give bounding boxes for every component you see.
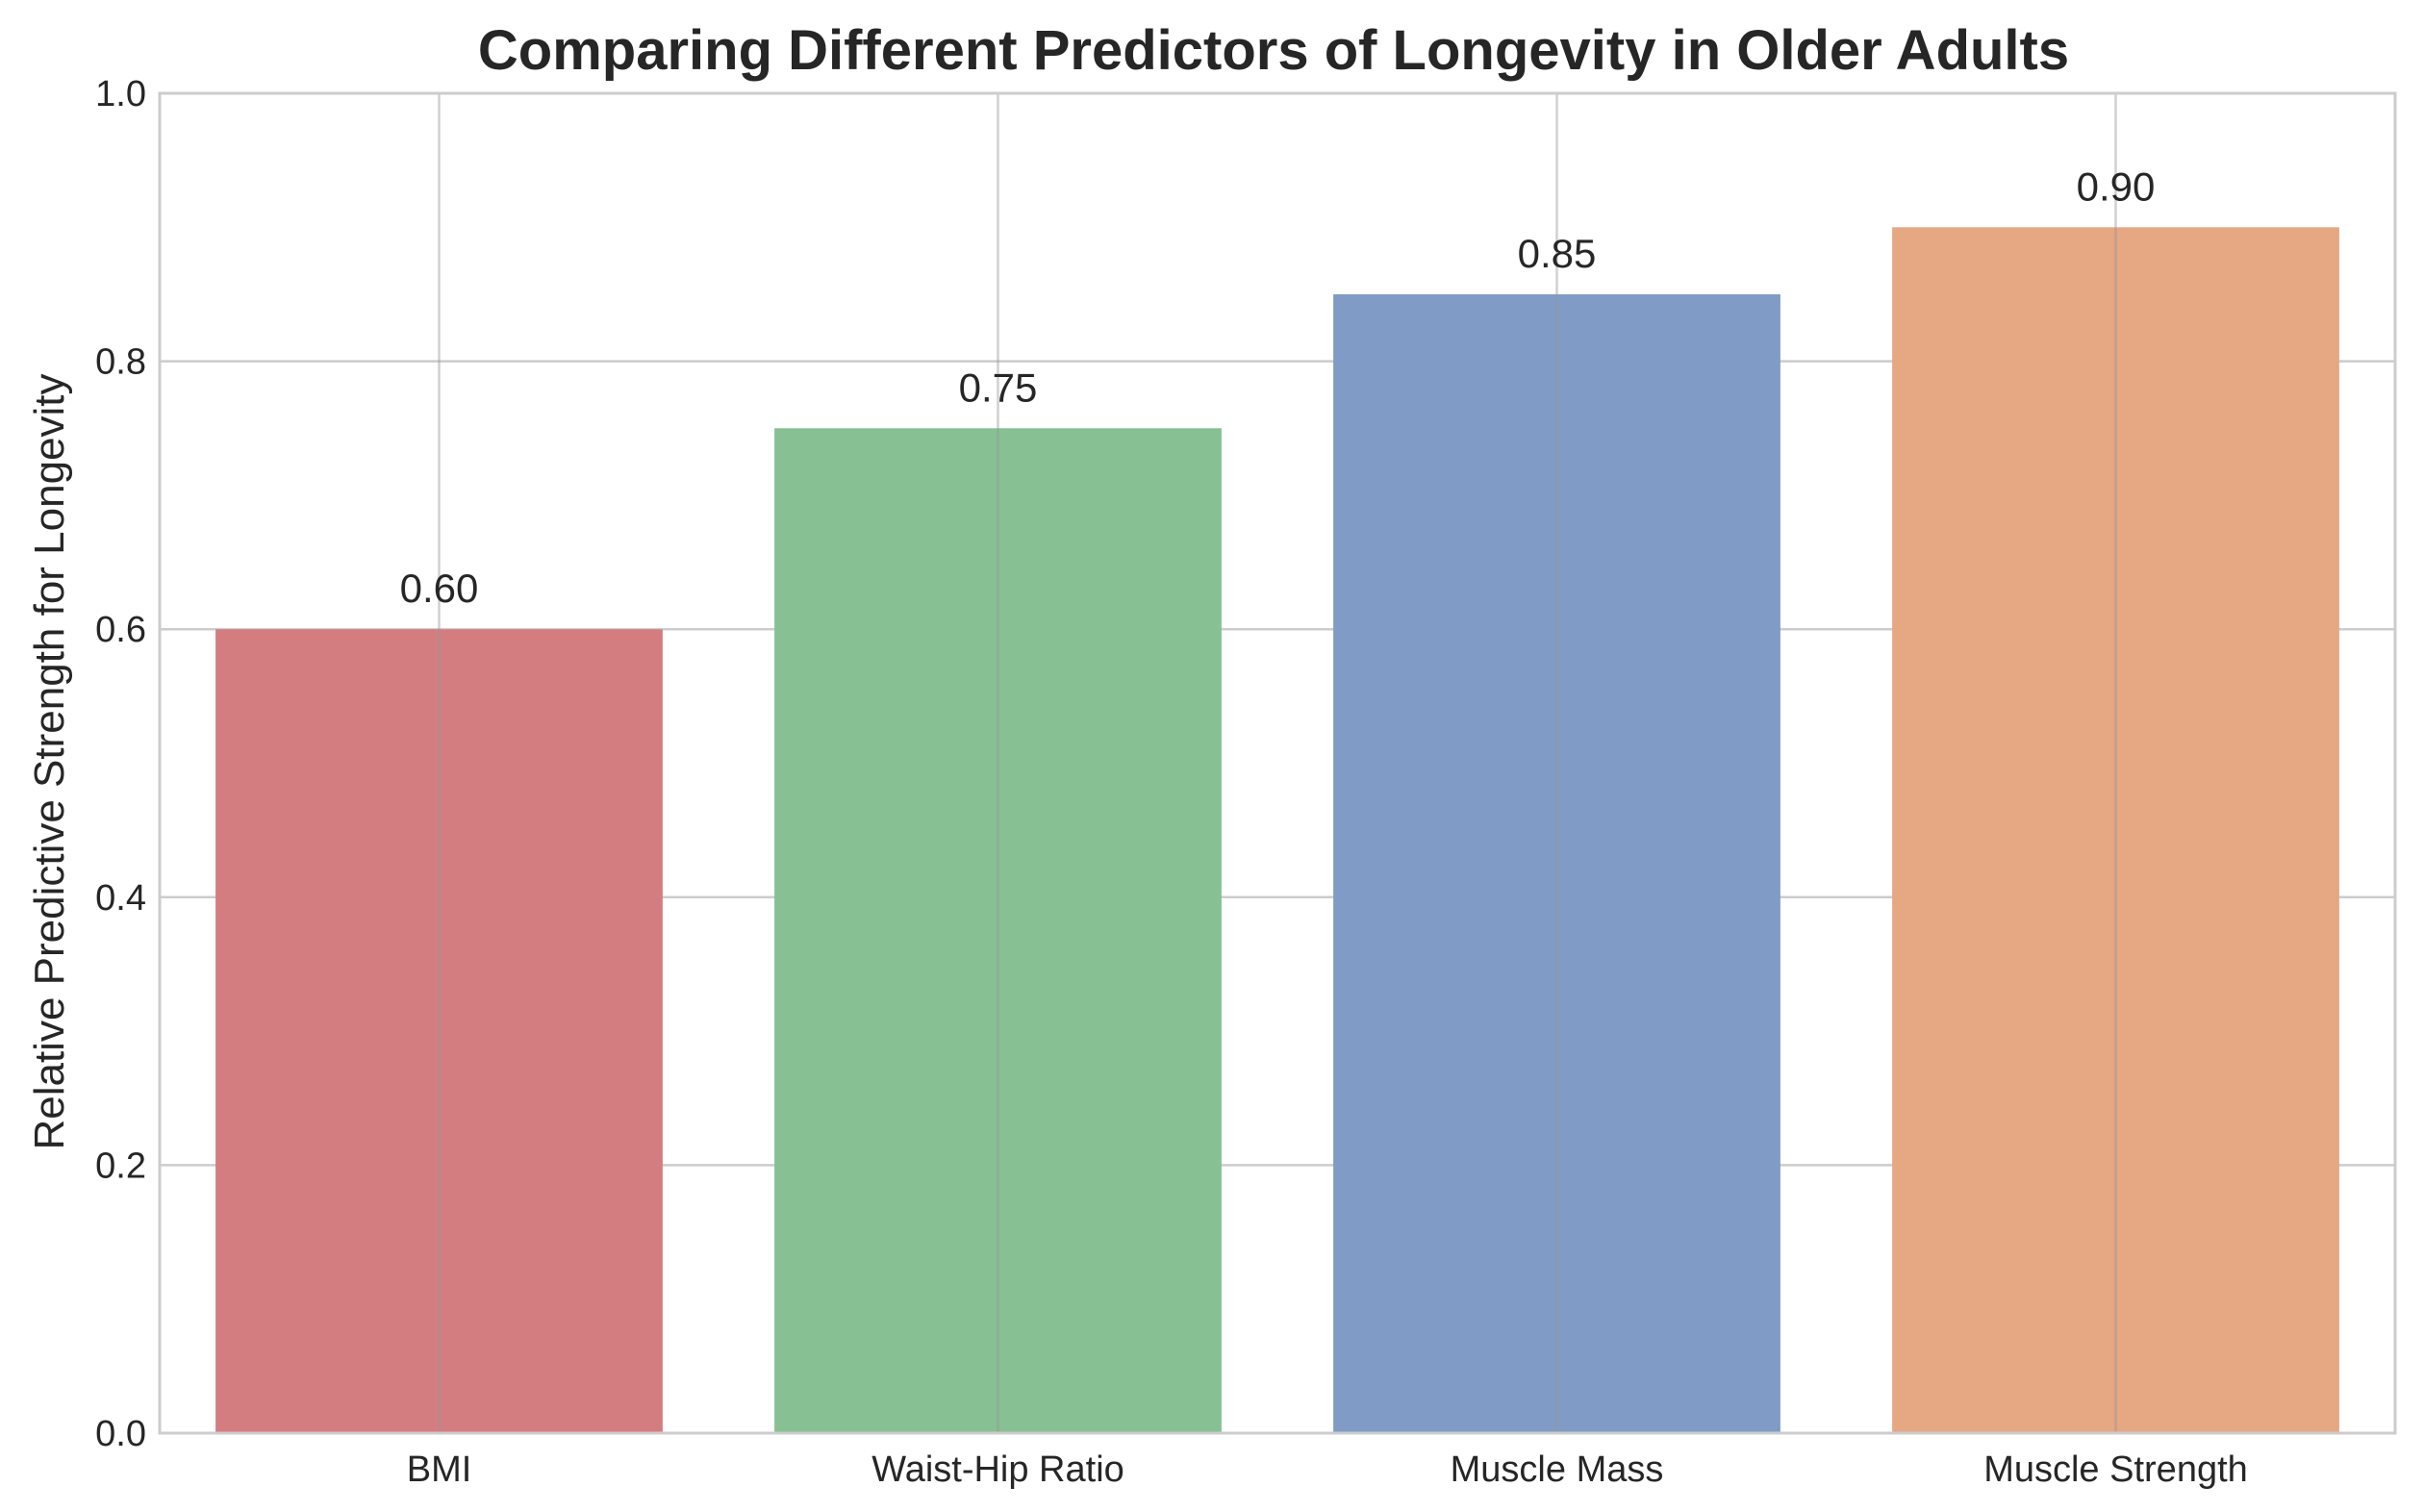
y-tick-label: 0.0 [95,1414,146,1454]
x-tick-label: Muscle Mass [1451,1449,1664,1490]
bar-value-label: 0.60 [400,566,479,611]
vertical-grid-lines [438,93,2117,1433]
chart-title: Comparing Different Predictors of Longev… [478,19,2069,82]
bar-waist-hip-ratio [774,428,1222,1433]
y-tick-label: 1.0 [95,74,146,114]
y-tick-label: 0.8 [95,342,146,383]
bar-muscle-mass [1333,293,1780,1434]
y-axis-label: Relative Predictive Strength for Longevi… [26,373,73,1149]
bar-value-label: 0.90 [2077,164,2156,209]
x-tick-label: Waist-Hip Ratio [871,1449,1124,1490]
x-axis-ticks: BMI Waist-Hip Ratio Muscle Mass Muscle Stre… [407,1449,2248,1490]
bar-value-label: 0.85 [1518,231,1597,276]
bar-bmi [215,629,663,1433]
bars [215,227,2339,1434]
y-tick-label: 0.2 [95,1146,146,1186]
bar-value-label: 0.75 [959,365,1038,410]
bar-muscle-strength [1892,227,2339,1433]
y-tick-label: 0.6 [95,610,146,650]
plot-frame [158,91,2397,1435]
data-labels: 0.60 0.75 0.85 0.90 [400,164,2156,611]
y-tick-label: 0.4 [95,878,146,919]
y-axis-ticks: 0.0 0.2 0.4 0.6 0.8 1.0 [95,74,146,1454]
x-tick-label: BMI [407,1449,472,1490]
plot-border [158,91,2397,1435]
x-tick-label: Muscle Strength [1983,1449,2248,1490]
